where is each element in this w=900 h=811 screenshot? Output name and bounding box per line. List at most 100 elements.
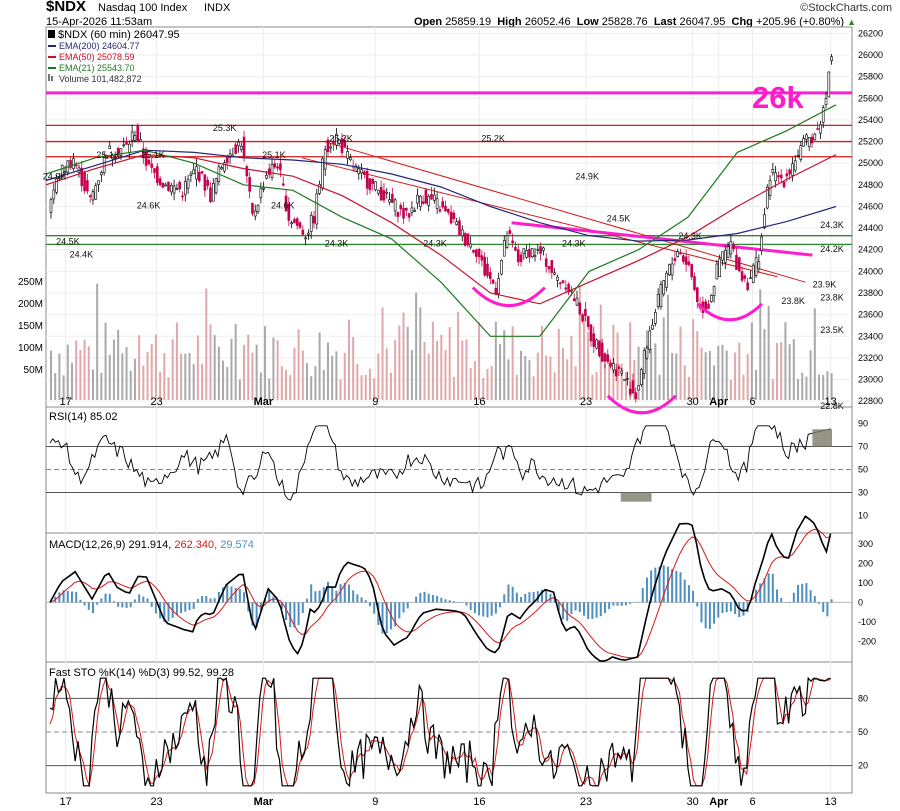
candle-body <box>209 187 212 203</box>
candle-body <box>139 139 142 142</box>
candle-body <box>399 205 403 210</box>
candle-body <box>307 232 310 235</box>
volume-bar <box>427 353 430 400</box>
macd-histogram-bar <box>675 570 678 603</box>
price-candles <box>49 54 833 403</box>
candle-body <box>793 160 797 171</box>
volume-bar <box>104 322 107 400</box>
candle-body <box>321 158 324 189</box>
candle-body <box>670 263 674 276</box>
volume-bar <box>520 350 523 400</box>
macd-histogram-bar <box>478 602 481 616</box>
candle-body <box>393 199 397 212</box>
candle-body <box>337 139 341 144</box>
candle-body <box>460 229 464 237</box>
price-label: 25.2K <box>481 134 505 144</box>
candle-body <box>164 184 168 187</box>
macd-histogram-bar <box>788 602 791 604</box>
candle-body <box>553 272 556 275</box>
volume-bar <box>742 374 745 400</box>
x-tick-label: 17 <box>59 396 71 408</box>
price-label: 24.6K <box>137 201 161 211</box>
macd-histogram-bar <box>738 602 741 618</box>
macd-histogram-bar <box>587 602 590 620</box>
candle-body <box>609 362 612 367</box>
macd-histogram-bar <box>255 602 258 628</box>
volume-axis-label: 150M <box>18 321 43 332</box>
macd-axis-label: 200 <box>858 558 873 568</box>
macd-histogram-bar <box>507 584 510 603</box>
candle-body <box>125 141 128 145</box>
candle-body <box>774 172 777 182</box>
candle-body <box>237 141 240 147</box>
candle-body <box>108 145 112 149</box>
legend-ema21: EMA(21) 25543.70 <box>59 63 135 73</box>
price-axis-label: 24600 <box>858 201 883 211</box>
candle-body <box>410 207 414 213</box>
volume-bar <box>356 363 359 400</box>
candle-body <box>598 340 601 357</box>
volume-bar <box>641 372 644 400</box>
brand-logo[interactable]: ©StockCharts.com <box>800 2 892 14</box>
rsi-axis-label: 50 <box>858 465 868 475</box>
candle-body <box>533 255 537 257</box>
candle-body <box>161 183 165 188</box>
price-axis-label: 26000 <box>858 50 883 60</box>
price-axis-label: 26200 <box>858 28 883 38</box>
volume-bar <box>620 363 623 400</box>
macd-histogram-bar <box>133 599 136 603</box>
volume-bar <box>616 332 619 400</box>
volume-bar <box>117 329 120 400</box>
volume-bar <box>230 338 233 400</box>
candle-body <box>433 194 436 201</box>
price-legend: $NDX (60 min) 26047.95 EMA(200) 24604.77… <box>48 29 180 84</box>
volume-bar <box>717 345 720 400</box>
volume-bar <box>163 352 166 400</box>
candle-body <box>785 173 789 177</box>
macd-histogram-bar <box>763 578 766 603</box>
candle-body <box>567 283 570 293</box>
candle-body <box>810 136 814 144</box>
candle-body <box>648 330 652 350</box>
macd-histogram-bar <box>700 602 703 623</box>
macd-histogram-bar <box>541 589 544 603</box>
macd-histogram-bar <box>108 593 111 603</box>
candle-body <box>270 164 274 178</box>
candle-body <box>183 181 187 196</box>
candle-body <box>189 173 193 176</box>
candle-body <box>556 276 559 281</box>
macd-histogram-bar <box>406 602 409 609</box>
candle-body <box>600 342 604 362</box>
volume-bar <box>562 347 565 400</box>
volume-bar <box>524 355 527 400</box>
x-tick-label: 9 <box>372 796 378 808</box>
volume-bar <box>171 339 174 400</box>
candle-body <box>777 175 780 178</box>
macd-histogram-bar <box>490 602 493 616</box>
candle-body <box>659 284 663 308</box>
macd-title-signal: 262.340, <box>174 539 217 551</box>
volume-bar <box>822 375 825 400</box>
macd-histogram-bar <box>423 591 426 603</box>
volume-bar <box>658 374 661 400</box>
volume-bar <box>79 350 82 400</box>
volume-bar <box>112 339 115 400</box>
volume-bar <box>759 289 762 400</box>
exchange: INDX <box>204 2 231 14</box>
rsi-line <box>49 424 831 501</box>
candle-body <box>323 149 327 170</box>
volume-bar <box>314 366 317 400</box>
candle-body <box>86 180 89 192</box>
volume-bar <box>683 365 686 400</box>
open-label: Open <box>414 16 443 28</box>
candle-body <box>544 258 548 267</box>
macd-histogram-bar <box>368 602 371 607</box>
candle-body <box>740 271 744 281</box>
macd-histogram-bar <box>704 602 707 629</box>
candle-body <box>813 133 817 141</box>
volume-bar <box>264 326 267 400</box>
candle-body <box>181 195 184 198</box>
macd-title-value: 291.914, <box>128 539 171 551</box>
volume-bar <box>83 339 86 400</box>
macd-histogram-bar <box>708 602 711 630</box>
